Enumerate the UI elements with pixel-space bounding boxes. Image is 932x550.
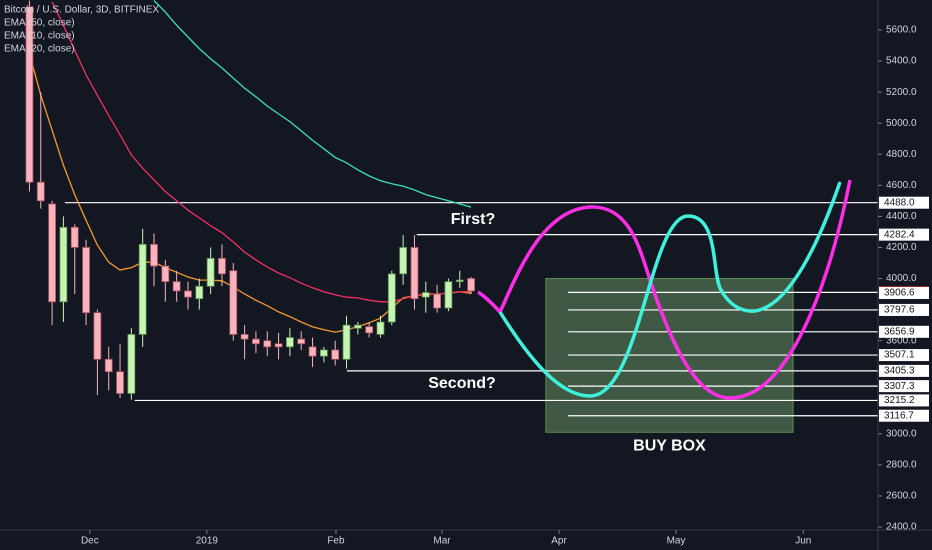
candle-body <box>59 226 68 303</box>
ema-line <box>153 0 472 208</box>
y-tick-label: 4600.0 <box>886 180 917 191</box>
candle-body <box>93 312 102 360</box>
level-label: 3797.6 <box>884 305 915 316</box>
level-label: 3215.2 <box>884 395 915 406</box>
candle-body <box>206 257 215 287</box>
candle-body <box>399 247 408 275</box>
projection-path <box>498 181 842 398</box>
y-tick-label: 2800.0 <box>886 460 917 471</box>
level-label-bg <box>879 287 929 300</box>
level-label-bg <box>879 394 929 407</box>
candle-body <box>387 273 396 323</box>
candle-body <box>218 257 226 275</box>
level-label: 3405.3 <box>884 366 915 377</box>
y-tick-label: 5600.0 <box>886 25 917 36</box>
candle-body <box>342 324 351 360</box>
level-label-bg <box>879 196 929 209</box>
legend-entry: EMA (20, close) <box>4 44 75 55</box>
annotation: Second? <box>428 375 496 392</box>
level-label: 4282.4 <box>884 229 915 240</box>
candle-body <box>25 6 34 183</box>
y-tick-label: 2400.0 <box>886 522 917 533</box>
level-label: 3656.9 <box>884 326 915 337</box>
candle-body <box>285 337 294 348</box>
y-tick-label: 4200.0 <box>886 242 917 253</box>
legend-entry: EMA (10, close) <box>4 31 75 42</box>
candle-body <box>263 340 272 348</box>
level-label-bg <box>879 228 929 241</box>
candle-body <box>184 290 192 298</box>
x-tick-label: Apr <box>551 536 567 547</box>
y-tick-label: 4400.0 <box>886 211 917 222</box>
y-tick-label: 5200.0 <box>886 87 917 98</box>
candle-body <box>48 203 56 303</box>
y-tick-label: 5400.0 <box>886 56 917 67</box>
candle-body <box>365 326 374 334</box>
level-label-bg <box>879 409 929 422</box>
level-label-bg <box>879 364 929 377</box>
candle-body <box>150 243 158 267</box>
candle-body <box>274 343 283 348</box>
level-label: 3906.6 <box>884 288 915 299</box>
candle-body <box>410 247 419 300</box>
candle-body <box>70 226 79 248</box>
candle-body <box>353 324 362 329</box>
y-tick-label: 3600.0 <box>886 335 917 346</box>
candle-body <box>36 181 45 202</box>
candle-body <box>297 338 306 345</box>
candle-body <box>467 278 475 292</box>
projection-path <box>477 179 852 400</box>
candle-body <box>308 346 317 357</box>
legend-title: Bitcoin / U.S. Dollar, 3D, BITFINEX <box>4 5 159 16</box>
candle-body <box>376 321 385 335</box>
candle-body <box>116 371 124 394</box>
legend-entry: EMA (50, close) <box>4 18 75 29</box>
level-label: 3507.1 <box>884 350 915 361</box>
candle-body <box>82 247 90 314</box>
candle-body <box>127 334 136 394</box>
candle-body <box>138 243 147 335</box>
candle-body <box>331 349 340 360</box>
level-label-bg <box>879 349 929 362</box>
x-tick-label: 2019 <box>196 536 219 547</box>
level-label-bg <box>879 380 929 393</box>
candle-body <box>421 292 430 298</box>
plot-area <box>25 0 878 433</box>
x-tick-label: Mar <box>433 536 451 547</box>
x-tick-label: Jun <box>795 536 811 547</box>
ema-line <box>28 53 472 333</box>
annotation: First? <box>451 211 495 228</box>
y-tick-label: 5000.0 <box>886 118 917 129</box>
y-tick-label: 4800.0 <box>886 149 917 160</box>
candle-body <box>172 281 181 292</box>
level-label: 3307.3 <box>884 381 915 392</box>
y-tick-label: 4000.0 <box>886 273 917 284</box>
candle-body <box>444 281 453 309</box>
candle-body <box>252 338 260 345</box>
candle-body <box>104 358 113 373</box>
level-label-bg <box>879 303 929 316</box>
candle-body <box>229 270 238 335</box>
candle-body <box>195 285 204 300</box>
level-label: 3116.7 <box>884 410 914 421</box>
y-tick-label: 3000.0 <box>886 428 917 439</box>
candle-body <box>319 349 328 357</box>
candle-body <box>455 279 464 283</box>
box-label: BUY BOX <box>633 438 706 455</box>
candle-body <box>433 293 442 309</box>
x-tick-label: Feb <box>327 536 345 547</box>
x-tick-label: May <box>667 536 686 547</box>
x-tick-label: Dec <box>81 536 99 547</box>
level-label-bg <box>879 325 929 338</box>
level-label: 4488.0 <box>884 197 915 208</box>
candle-body <box>161 265 170 283</box>
candle-body <box>240 334 249 340</box>
y-tick-label: 2600.0 <box>886 491 917 502</box>
ema-line <box>51 1 472 303</box>
